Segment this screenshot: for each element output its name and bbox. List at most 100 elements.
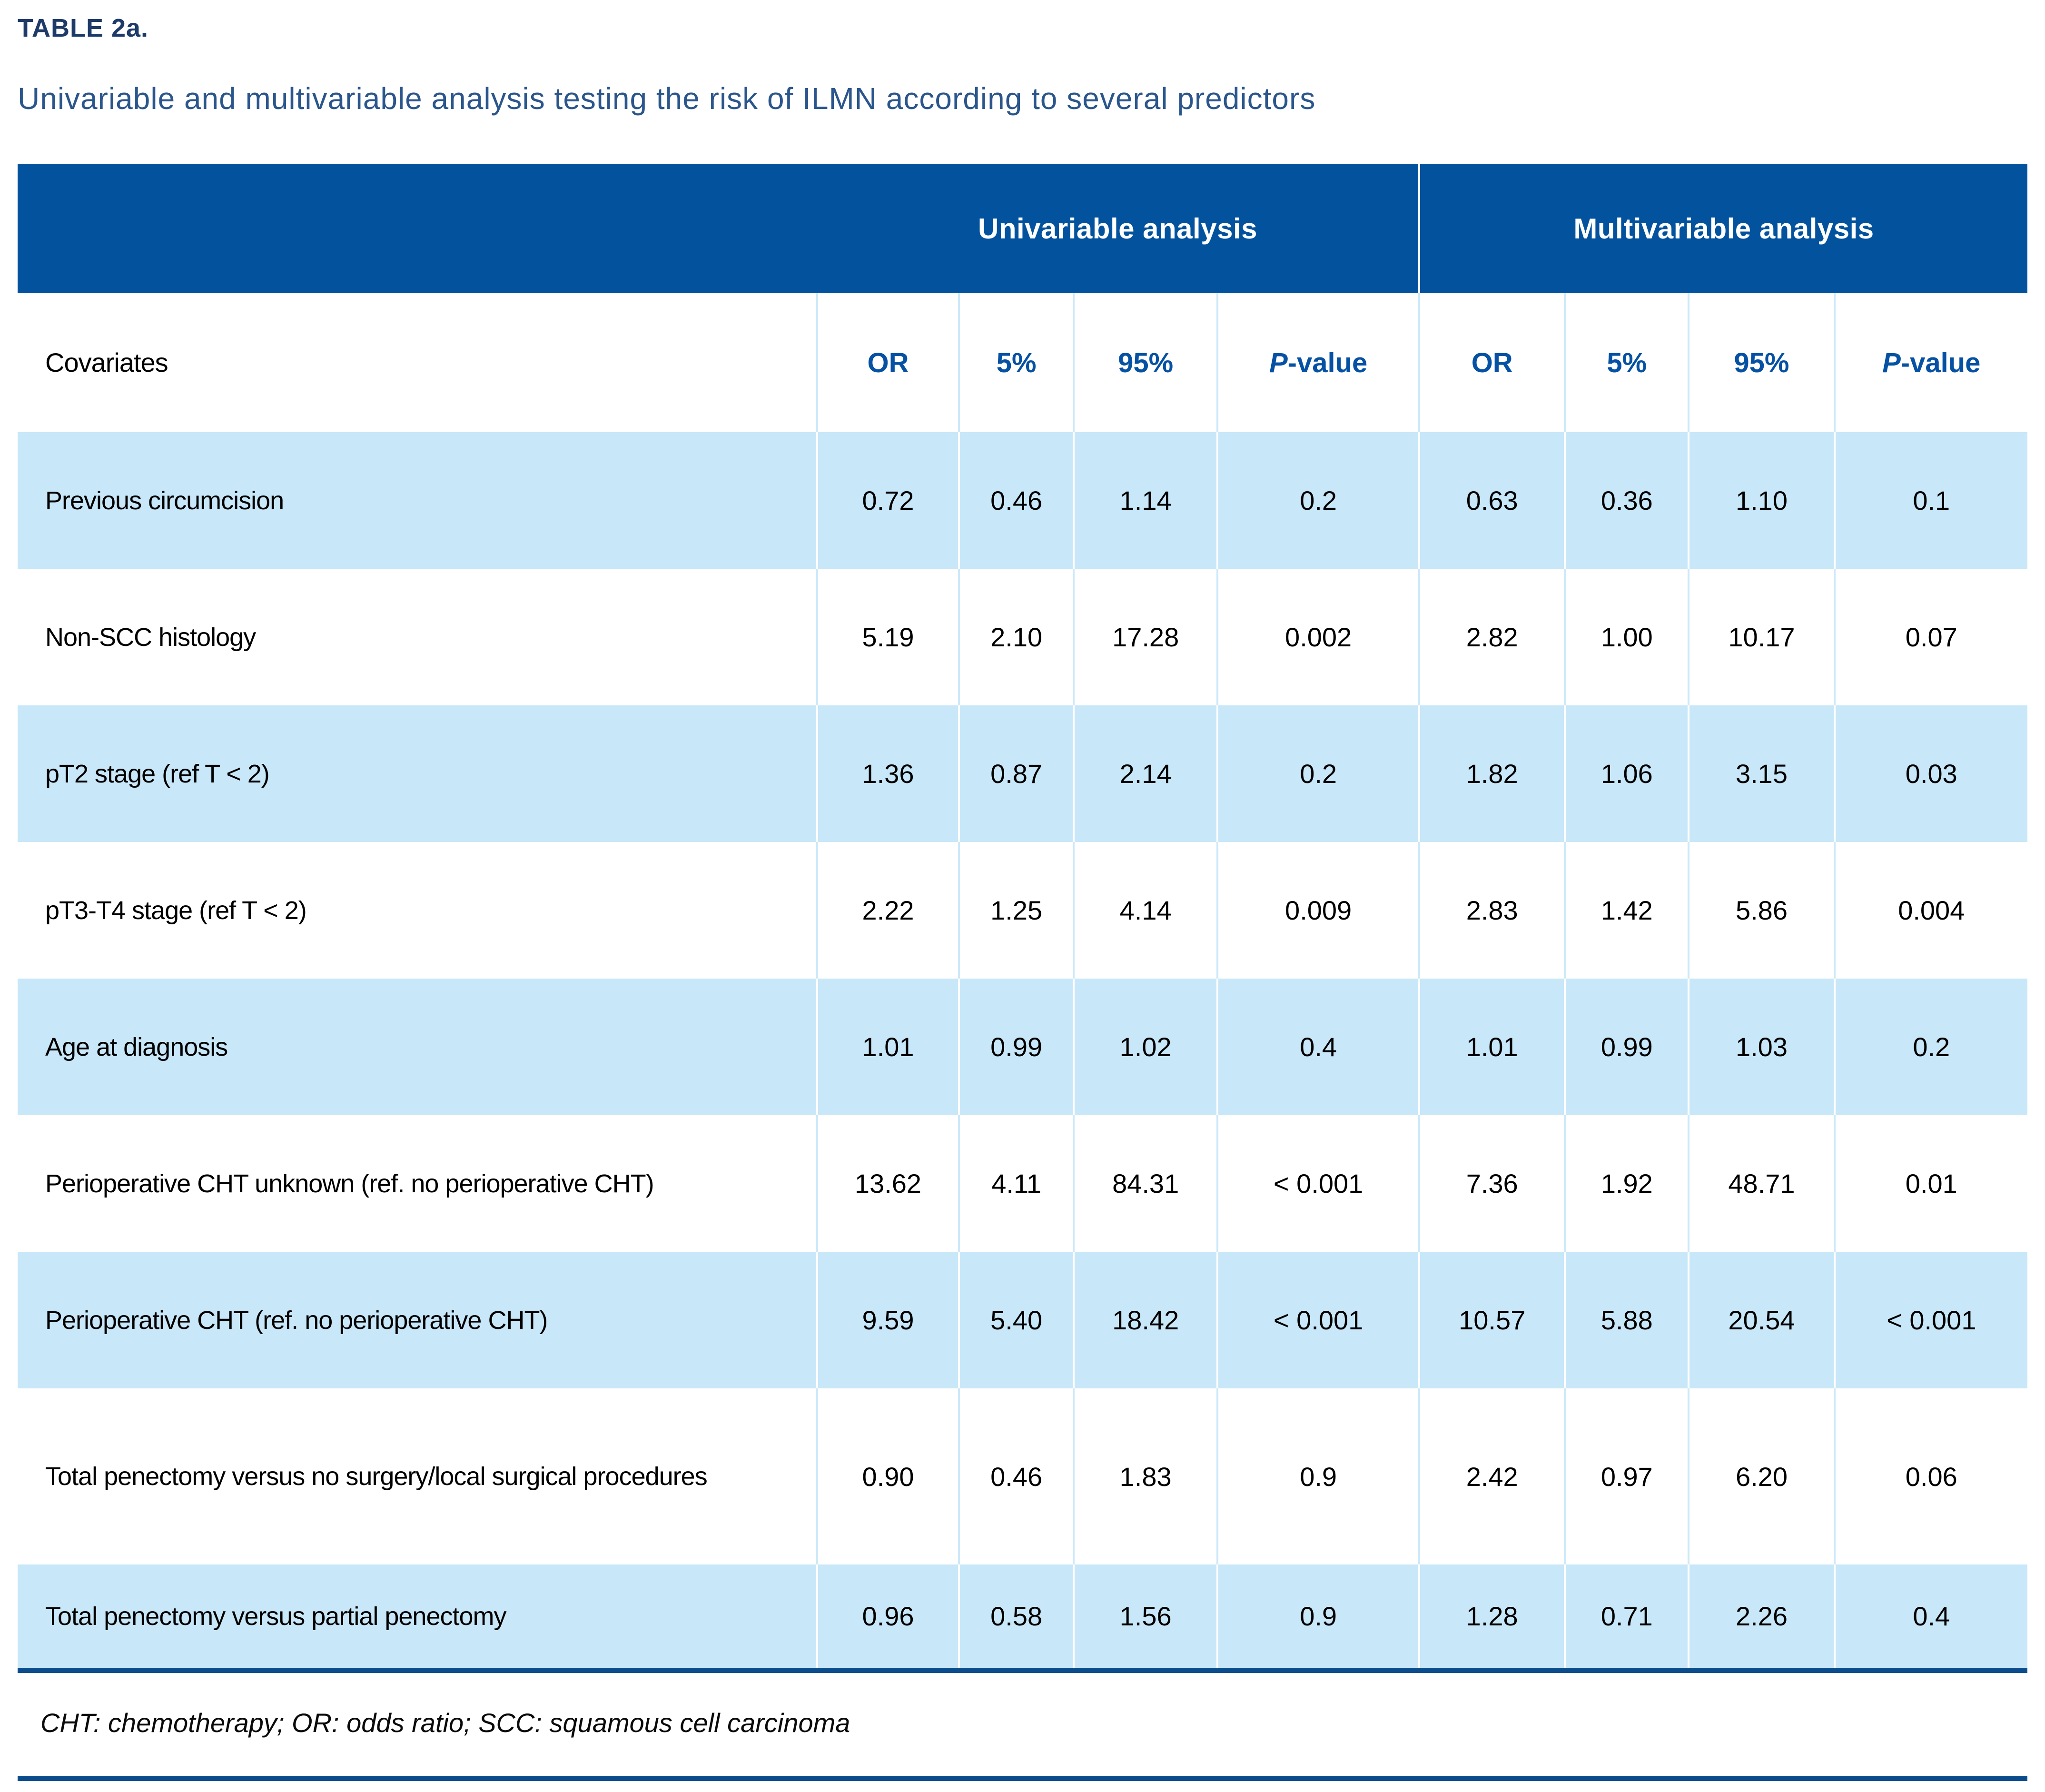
table-row: Non-SCC histology 5.19 2.10 17.28 0.002 …	[18, 569, 2027, 705]
value-cell: 1.83	[1073, 1388, 1218, 1564]
value-cell: 13.62	[816, 1115, 959, 1252]
value-cell: 0.002	[1216, 569, 1420, 705]
value-cell: < 0.001	[1216, 1252, 1420, 1388]
col-header-95-uni: 95%	[1073, 293, 1218, 432]
col-header-pvalue-uni: P-value	[1216, 293, 1420, 432]
value-cell: 0.96	[816, 1564, 959, 1668]
col-header-pvalue-multi: P-value	[1833, 293, 2027, 432]
value-cell: 4.11	[958, 1115, 1074, 1252]
value-cell: 2.82	[1418, 569, 1565, 705]
value-cell: 10.57	[1418, 1252, 1565, 1388]
value-cell: 0.01	[1833, 1115, 2027, 1252]
table-label: TABLE 2a.	[18, 14, 149, 42]
value-cell: < 0.001	[1216, 1115, 1420, 1252]
value-cell: 2.26	[1688, 1564, 1835, 1668]
value-cell: 0.4	[1833, 1564, 2027, 1668]
value-cell: 0.4	[1216, 979, 1420, 1115]
covariate-cell: pT3-T4 stage (ref T < 2)	[18, 842, 817, 979]
col-header-5-uni: 5%	[958, 293, 1074, 432]
col-header-5-multi: 5%	[1564, 293, 1689, 432]
value-cell: 9.59	[816, 1252, 959, 1388]
group-header-row: Univariable analysis Multivariable analy…	[18, 164, 2027, 293]
value-cell: 0.63	[1418, 432, 1565, 569]
value-cell: 0.58	[958, 1564, 1074, 1668]
value-cell: 5.86	[1688, 842, 1835, 979]
value-cell: 1.28	[1418, 1564, 1565, 1668]
col-header-or-uni: OR	[816, 293, 959, 432]
table-row: pT2 stage (ref T < 2) 1.36 0.87 2.14 0.2…	[18, 705, 2027, 842]
value-cell: 18.42	[1073, 1252, 1218, 1388]
value-cell: 0.1	[1833, 432, 2027, 569]
value-cell: 1.01	[1418, 979, 1565, 1115]
covariate-cell: Perioperative CHT (ref. no perioperative…	[18, 1252, 817, 1388]
value-cell: 5.40	[958, 1252, 1074, 1388]
value-cell: 1.00	[1564, 569, 1689, 705]
value-cell: 1.42	[1564, 842, 1689, 979]
group-header-univariable: Univariable analysis	[817, 164, 1420, 293]
col-header-95-multi: 95%	[1688, 293, 1835, 432]
table-row: Previous circumcision 0.72 0.46 1.14 0.2…	[18, 432, 2027, 569]
value-cell: 1.25	[958, 842, 1074, 979]
value-cell: 2.10	[958, 569, 1074, 705]
value-cell: 1.03	[1688, 979, 1835, 1115]
value-cell: 17.28	[1073, 569, 1218, 705]
value-cell: 0.46	[958, 1388, 1074, 1564]
covariate-cell: Age at diagnosis	[18, 979, 817, 1115]
value-cell: 0.07	[1833, 569, 2027, 705]
value-cell: 0.46	[958, 432, 1074, 569]
table-row: Age at diagnosis 1.01 0.99 1.02 0.4 1.01…	[18, 979, 2027, 1115]
value-cell: 1.10	[1688, 432, 1835, 569]
value-cell: 1.01	[816, 979, 959, 1115]
covariate-cell: Non-SCC histology	[18, 569, 817, 705]
value-cell: 0.90	[816, 1388, 959, 1564]
value-cell: 0.2	[1833, 979, 2027, 1115]
value-cell: 0.72	[816, 432, 959, 569]
table-row: pT3-T4 stage (ref T < 2) 2.22 1.25 4.14 …	[18, 842, 2027, 979]
analysis-table: Univariable analysis Multivariable analy…	[18, 164, 2027, 1668]
value-cell: 2.42	[1418, 1388, 1565, 1564]
col-header-or-multi: OR	[1418, 293, 1565, 432]
value-cell: < 0.001	[1833, 1252, 2027, 1388]
value-cell: 0.71	[1564, 1564, 1689, 1668]
value-cell: 5.88	[1564, 1252, 1689, 1388]
value-cell: 1.92	[1564, 1115, 1689, 1252]
value-cell: 0.2	[1216, 432, 1420, 569]
p-rest: -value	[1287, 347, 1368, 378]
covariate-cell: Perioperative CHT unknown (ref. no perio…	[18, 1115, 817, 1252]
page-bottom-rule	[18, 1776, 2027, 1781]
column-header-row: Covariates OR 5% 95% P-value OR 5% 95% P…	[18, 293, 2027, 432]
value-cell: 1.02	[1073, 979, 1218, 1115]
value-cell: 1.82	[1418, 705, 1565, 842]
value-cell: 0.009	[1216, 842, 1420, 979]
value-cell: 0.03	[1833, 705, 2027, 842]
value-cell: 2.83	[1418, 842, 1565, 979]
value-cell: 6.20	[1688, 1388, 1835, 1564]
page: TABLE 2a. Univariable and multivariable …	[18, 14, 2027, 1668]
table-bottom-rule	[18, 1668, 2027, 1673]
table-row: Total penectomy versus no surgery/local …	[18, 1388, 2027, 1564]
value-cell: 0.004	[1833, 842, 2027, 979]
footnote: CHT: chemotherapy; OR: odds ratio; SCC: …	[40, 1708, 850, 1738]
value-cell: 1.06	[1564, 705, 1689, 842]
value-cell: 0.97	[1564, 1388, 1689, 1564]
value-cell: 1.14	[1073, 432, 1218, 569]
table-row: Perioperative CHT unknown (ref. no perio…	[18, 1115, 2027, 1252]
value-cell: 0.9	[1216, 1388, 1420, 1564]
value-cell: 0.2	[1216, 705, 1420, 842]
p-italic: P	[1882, 347, 1901, 378]
p-rest: -value	[1900, 347, 1981, 378]
group-header-empty	[18, 164, 817, 293]
covariate-cell: Total penectomy versus partial penectomy	[18, 1564, 817, 1668]
p-italic: P	[1269, 347, 1288, 378]
value-cell: 4.14	[1073, 842, 1218, 979]
value-cell: 0.99	[1564, 979, 1689, 1115]
value-cell: 7.36	[1418, 1115, 1565, 1252]
table-title: Univariable and multivariable analysis t…	[18, 81, 1316, 116]
table-row: Total penectomy versus partial penectomy…	[18, 1564, 2027, 1668]
col-header-covariates: Covariates	[18, 293, 817, 432]
value-cell: 1.56	[1073, 1564, 1218, 1668]
table-row: Perioperative CHT (ref. no perioperative…	[18, 1252, 2027, 1388]
value-cell: 5.19	[816, 569, 959, 705]
value-cell: 84.31	[1073, 1115, 1218, 1252]
covariate-cell: Total penectomy versus no surgery/local …	[18, 1388, 817, 1564]
